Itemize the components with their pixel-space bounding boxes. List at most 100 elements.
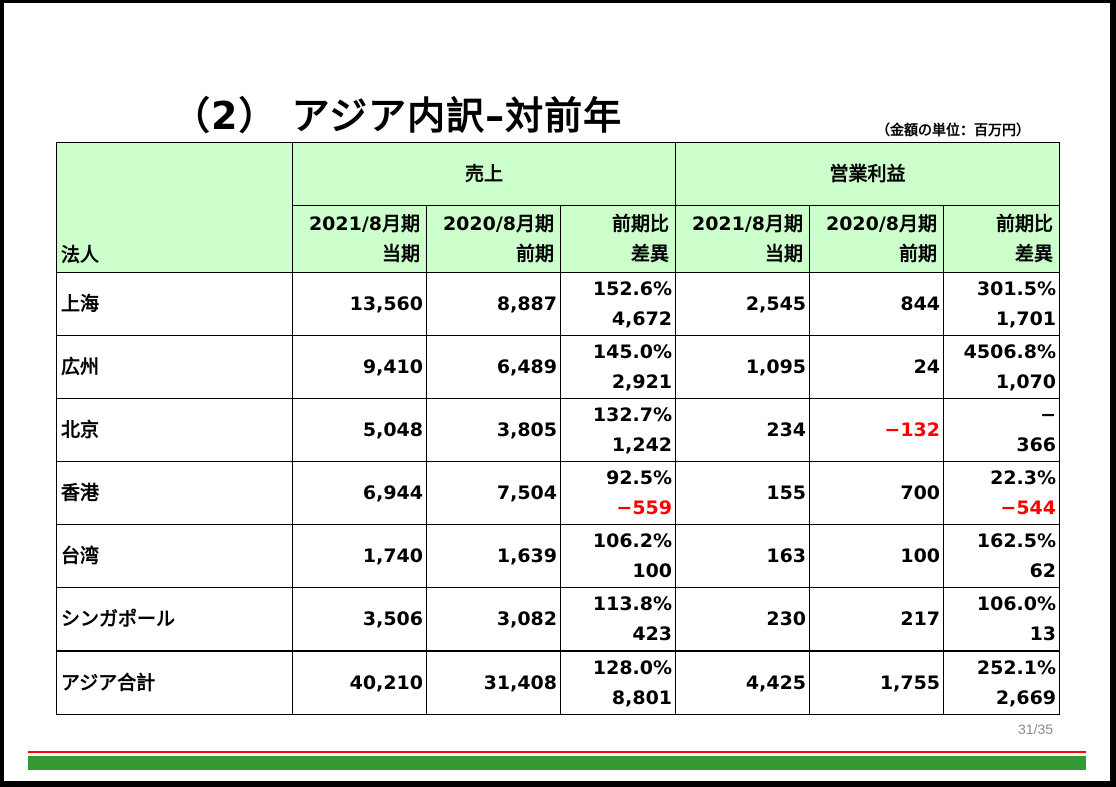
op-yoy: 22.3% −544 xyxy=(943,461,1061,525)
sales-current: 1,740 xyxy=(292,524,427,588)
ratio-value: 128.0% xyxy=(592,657,673,679)
ratio-value: 106.0% xyxy=(976,593,1057,615)
ratio-value: 22.3% xyxy=(990,467,1057,489)
ratio-value: − xyxy=(1040,404,1057,426)
op-current: 230 xyxy=(675,587,811,652)
sales-previous: 3,805 xyxy=(426,398,561,462)
sales-yoy: 132.7% 1,242 xyxy=(559,398,677,462)
sales-yoy: 128.0% 8,801 xyxy=(559,650,677,715)
table-row: アジア合計 40,210 31,408 128.0% 8,801 4,425 1,755 25… xyxy=(56,650,1061,715)
sales-previous: 7,504 xyxy=(426,461,561,525)
page-title: （2） アジア内訳–対前年 xyxy=(172,94,623,138)
diff-value: 1,701 xyxy=(995,308,1057,330)
diff-value: 1,242 xyxy=(611,434,673,456)
ratio-value: 132.7% xyxy=(592,404,673,426)
op-yoy: − 366 xyxy=(943,398,1061,462)
header-operating-profit: 営業利益 xyxy=(675,142,1061,206)
op-previous: 844 xyxy=(809,272,945,336)
op-previous: 217 xyxy=(809,587,945,652)
asia-breakdown-table: 法人 売上 営業利益 2021/8月期 当期 2020/8月期 前期 前期比 差異 2… xyxy=(56,142,1061,715)
diff-value: 4,672 xyxy=(611,308,673,330)
corp-name: アジア合計 xyxy=(56,650,293,715)
diff-value: 100 xyxy=(632,560,673,582)
slide: （2） アジア内訳–対前年 （金額の単位：百万円） 法人 売上 営業利益 202… xyxy=(4,3,1110,781)
header-op-diff: 前期比 差異 xyxy=(943,205,1061,273)
op-previous: 100 xyxy=(809,524,945,588)
page-number: 31/35 xyxy=(1018,721,1054,737)
header-op-previous: 2020/8月期 前期 xyxy=(809,205,945,273)
sales-current: 40,210 xyxy=(292,650,427,715)
table-row: シンガポール 3,506 3,082 113.8% 423 230 217 106.0% 13 xyxy=(56,587,1061,652)
op-current: 155 xyxy=(675,461,811,525)
table-row: 香港 6,944 7,504 92.5% −559 155 700 22.3% −544 xyxy=(56,461,1061,525)
diff-value: 13 xyxy=(1029,623,1057,645)
sales-yoy: 145.0% 2,921 xyxy=(559,335,677,399)
diff-value: 2,921 xyxy=(611,371,673,393)
sales-yoy: 113.8% 423 xyxy=(559,587,677,652)
sales-previous: 1,639 xyxy=(426,524,561,588)
table-row: 台湾 1,740 1,639 106.2% 100 163 100 162.5% 62 xyxy=(56,524,1061,588)
sales-yoy: 106.2% 100 xyxy=(559,524,677,588)
op-current: 2,545 xyxy=(675,272,811,336)
op-previous: −132 xyxy=(809,398,945,462)
footer-red-rule xyxy=(28,751,1086,753)
sales-current: 9,410 xyxy=(292,335,427,399)
ratio-value: 113.8% xyxy=(592,593,673,615)
diff-value: 62 xyxy=(1029,560,1057,582)
sales-yoy: 92.5% −559 xyxy=(559,461,677,525)
diff-value: −559 xyxy=(616,497,673,519)
op-yoy: 106.0% 13 xyxy=(943,587,1061,652)
op-previous: 1,755 xyxy=(809,650,945,715)
op-yoy: 4506.8% 1,070 xyxy=(943,335,1061,399)
header-sales-current: 2021/8月期 当期 xyxy=(292,205,427,273)
table-row: 上海 13,560 8,887 152.6% 4,672 2,545 844 301.5% 1,… xyxy=(56,272,1061,336)
ratio-value: 4506.8% xyxy=(963,341,1057,363)
diff-value: 2,669 xyxy=(995,687,1057,709)
sales-current: 13,560 xyxy=(292,272,427,336)
table-body: 上海 13,560 8,887 152.6% 4,672 2,545 844 301.5% 1,… xyxy=(56,272,1061,715)
table-row: 広州 9,410 6,489 145.0% 2,921 1,095 24 4506.8% 1,0… xyxy=(56,335,1061,399)
diff-value: 1,070 xyxy=(995,371,1057,393)
sales-previous: 6,489 xyxy=(426,335,561,399)
sales-yoy: 152.6% 4,672 xyxy=(559,272,677,336)
op-yoy: 301.5% 1,701 xyxy=(943,272,1061,336)
diff-value: 423 xyxy=(632,623,673,645)
diff-value: 366 xyxy=(1016,434,1057,456)
sales-previous: 3,082 xyxy=(426,587,561,652)
ratio-value: 106.2% xyxy=(592,530,673,552)
sales-current: 3,506 xyxy=(292,587,427,652)
ratio-value: 152.6% xyxy=(592,278,673,300)
header-sales: 売上 xyxy=(291,142,677,206)
diff-value: 8,801 xyxy=(611,687,673,709)
table-row: 北京 5,048 3,805 132.7% 1,242 234 −132 − 366 xyxy=(56,398,1061,462)
sales-previous: 31,408 xyxy=(426,650,561,715)
corp-name: 香港 xyxy=(56,461,293,525)
op-current: 163 xyxy=(675,524,811,588)
header-corp: 法人 xyxy=(56,142,293,273)
diff-value: −544 xyxy=(1000,497,1057,519)
op-yoy: 252.1% 2,669 xyxy=(943,650,1061,715)
corp-name: 北京 xyxy=(56,398,293,462)
sales-current: 5,048 xyxy=(292,398,427,462)
ratio-value: 145.0% xyxy=(592,341,673,363)
unit-note: （金額の単位：百万円） xyxy=(876,123,1030,139)
corp-name: シンガポール xyxy=(56,587,293,652)
op-current: 234 xyxy=(675,398,811,462)
ratio-value: 162.5% xyxy=(976,530,1057,552)
corp-name: 広州 xyxy=(56,335,293,399)
ratio-value: 252.1% xyxy=(976,657,1057,679)
op-previous: 700 xyxy=(809,461,945,525)
op-yoy: 162.5% 62 xyxy=(943,524,1061,588)
op-current: 4,425 xyxy=(675,650,811,715)
footer-green-bar xyxy=(28,756,1086,770)
sales-previous: 8,887 xyxy=(426,272,561,336)
corp-name: 上海 xyxy=(56,272,293,336)
header-op-current: 2021/8月期 当期 xyxy=(675,205,811,273)
corp-name: 台湾 xyxy=(56,524,293,588)
op-previous: 24 xyxy=(809,335,945,399)
ratio-value: 301.5% xyxy=(976,278,1057,300)
header-sales-diff: 前期比 差異 xyxy=(559,205,677,273)
header-sales-previous: 2020/8月期 前期 xyxy=(426,205,561,273)
op-current: 1,095 xyxy=(675,335,811,399)
ratio-value: 92.5% xyxy=(606,467,673,489)
